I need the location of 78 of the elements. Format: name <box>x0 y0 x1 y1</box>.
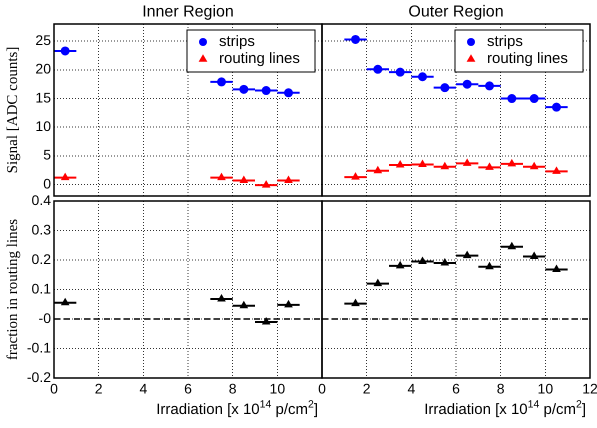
point <box>418 160 426 167</box>
chart-title: Outer Region <box>408 3 504 20</box>
y-axis-title: fraction in routing lines <box>4 218 21 360</box>
legend-label: strips <box>487 33 523 50</box>
x-tick-label: 4 <box>139 380 148 396</box>
point <box>61 173 70 180</box>
point <box>440 83 450 92</box>
y-tick-label: 0.3 <box>32 221 52 238</box>
point <box>284 176 292 184</box>
point <box>239 84 248 94</box>
y-tick-label: 0.1 <box>32 280 52 296</box>
legend-label: routing lines <box>487 50 568 68</box>
point <box>218 294 226 302</box>
x-tick-label: 8 <box>228 380 237 396</box>
y-tick-label: -0.1 <box>26 339 52 356</box>
point <box>217 77 226 86</box>
x-tick-label: 10 <box>538 380 554 396</box>
point <box>352 172 360 180</box>
chart-title: Inner Region <box>142 3 234 20</box>
point <box>374 166 382 174</box>
y-tick-label: 0.4 <box>32 192 52 208</box>
y-axis-title: Signal [ADC counts] <box>4 46 21 174</box>
point <box>396 68 405 77</box>
x-tick-label: 6 <box>452 380 460 396</box>
point <box>351 34 360 44</box>
y-tick-label: 20 <box>35 60 52 77</box>
x-tick-label: 8 <box>496 380 505 396</box>
x-tick-label: 4 <box>407 380 416 396</box>
legend-label: strips <box>219 33 255 50</box>
x-tick-label: 6 <box>184 380 192 396</box>
point <box>530 162 538 170</box>
y-tick-label: 10 <box>35 118 52 134</box>
point <box>284 300 292 308</box>
y-tick-label: 15 <box>35 89 52 106</box>
point <box>396 160 404 168</box>
point <box>552 264 560 272</box>
y-tick-label: 5 <box>43 146 52 163</box>
y-tick-label: 0 <box>43 175 52 192</box>
point <box>61 298 70 306</box>
x-tick-label: 10 <box>270 380 286 396</box>
point <box>508 159 516 166</box>
y-tick-label: 0.2 <box>32 250 52 267</box>
y-tick-label: -0 <box>38 310 52 326</box>
point <box>373 64 382 74</box>
point <box>463 158 472 166</box>
point <box>507 94 516 104</box>
point <box>418 72 427 82</box>
point <box>440 258 449 266</box>
point <box>418 256 426 264</box>
point <box>440 162 449 170</box>
point <box>530 252 538 259</box>
point <box>262 86 271 96</box>
point <box>240 176 248 184</box>
x-tick-label: 2 <box>94 380 103 396</box>
point <box>462 80 472 89</box>
point <box>218 173 226 180</box>
point <box>374 279 382 286</box>
y-tick-label: 25 <box>35 32 52 48</box>
point <box>552 102 561 112</box>
point <box>486 162 494 170</box>
point <box>485 81 494 90</box>
y-tick-label: -0.2 <box>26 368 52 385</box>
point <box>508 242 516 250</box>
point <box>552 166 560 174</box>
point <box>463 251 472 258</box>
point <box>240 301 248 308</box>
point <box>352 299 360 306</box>
point <box>262 180 270 188</box>
x-tick-label: 0 <box>318 380 326 396</box>
x-tick-label: 12 <box>582 380 597 396</box>
point <box>530 94 539 104</box>
x-tick-label: 2 <box>362 380 371 396</box>
legend-label: routing lines <box>219 50 300 68</box>
point <box>262 317 270 324</box>
point <box>284 88 293 98</box>
point <box>396 261 404 268</box>
point <box>486 262 494 270</box>
point <box>60 46 70 56</box>
